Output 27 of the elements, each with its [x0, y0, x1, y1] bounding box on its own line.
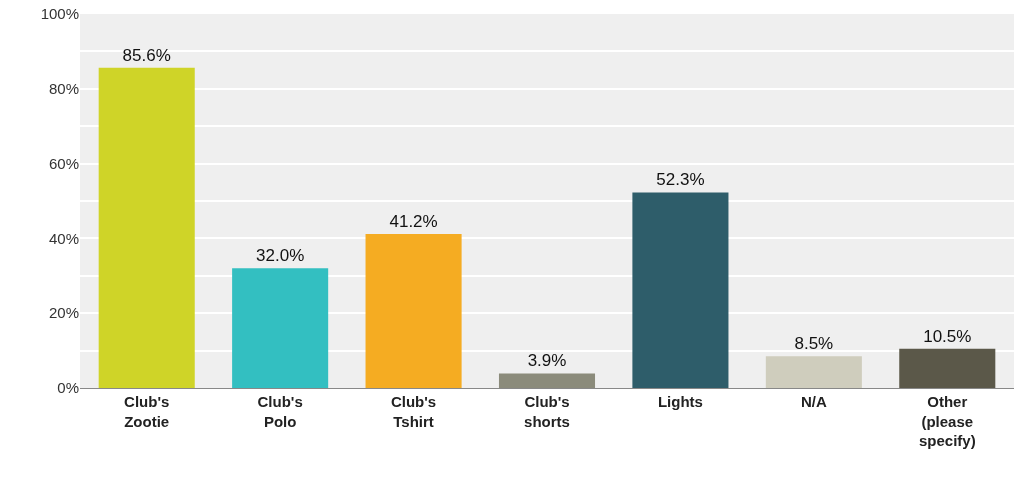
y-tick-label: 40% — [48, 229, 79, 247]
x-tick-label: Other (please specify) — [918, 393, 976, 449]
data-label: 41.2% — [389, 211, 438, 231]
y-tick-label: 0% — [57, 379, 79, 397]
y-tick-label: 20% — [48, 304, 79, 322]
x-tick-label: Lights — [657, 393, 703, 410]
y-tick-label: 60% — [48, 154, 79, 172]
bar — [632, 192, 729, 388]
bar — [232, 268, 329, 388]
bar — [765, 356, 862, 388]
y-tick-label: 80% — [48, 80, 79, 98]
data-label: 32.0% — [256, 246, 305, 266]
data-label: 8.5% — [794, 334, 834, 354]
bar — [365, 233, 462, 388]
data-label: 3.9% — [527, 351, 567, 371]
x-tick-label: N/A — [800, 393, 827, 410]
x-tick-label: Club's Tshirt — [390, 393, 437, 430]
x-tick-label: Club's shorts — [524, 393, 570, 430]
data-label: 85.6% — [122, 45, 171, 65]
bar — [98, 67, 195, 388]
x-tick-label: Club's Polo — [257, 393, 303, 430]
y-tick-label: 100% — [40, 5, 79, 23]
x-tick-label: Club's Zootie — [124, 393, 170, 430]
data-label: 10.5% — [923, 326, 972, 346]
bar — [899, 348, 996, 388]
data-label: 52.3% — [656, 170, 705, 190]
bar — [498, 373, 596, 388]
